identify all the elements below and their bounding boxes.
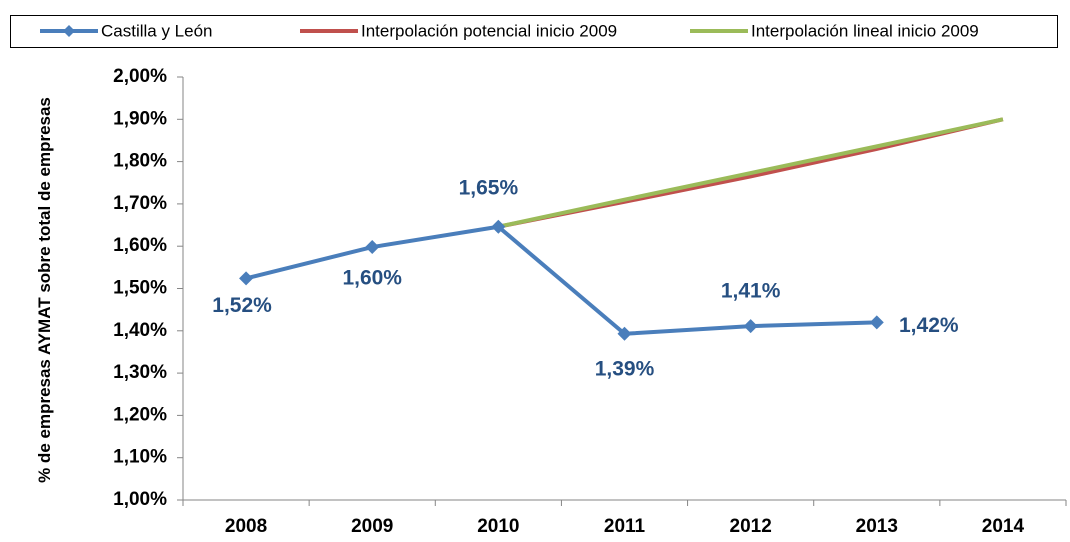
point-marker (239, 271, 254, 286)
point-marker (365, 240, 380, 255)
y-tick-label: 1,50% (113, 278, 167, 299)
y-tick-label: 1,10% (113, 447, 167, 468)
data-label: 1,42% (899, 314, 959, 337)
y-tick-label: 1,80% (113, 151, 167, 172)
y-tick-label: 1,40% (113, 320, 167, 341)
y-tick-label: 1,70% (113, 193, 167, 214)
data-label: 1,39% (595, 357, 655, 380)
x-tick-label: 2011 (604, 516, 646, 537)
data-label: 1,60% (342, 267, 402, 290)
data-label: 1,41% (721, 280, 781, 303)
y-axis-title: % de empresas AYMAT sobre total de empre… (35, 97, 54, 483)
x-tick-label: 2009 (351, 516, 393, 537)
x-tick-label: 2008 (225, 516, 267, 537)
series-line (497, 117, 1004, 229)
series-line (245, 224, 877, 336)
y-tick-label: 1,00% (113, 489, 167, 510)
x-tick-label: 2014 (982, 516, 1025, 537)
x-tick-label: 2010 (477, 516, 519, 537)
legend-label: Interpolación lineal inicio 2009 (751, 21, 979, 40)
y-tick-label: 1,90% (113, 108, 167, 129)
x-tick-label: 2012 (730, 516, 772, 537)
x-tick-label: 2013 (856, 516, 898, 537)
point-marker (491, 219, 506, 234)
legend-label: Castilla y León (101, 21, 213, 40)
point-marker (869, 315, 884, 330)
y-tick-label: 1,60% (113, 235, 167, 256)
legend-box (10, 15, 1058, 48)
y-tick-label: 2,00% (113, 66, 167, 87)
data-label: 1,65% (459, 176, 519, 199)
point-marker (617, 326, 632, 341)
y-tick-label: 1,30% (113, 362, 167, 383)
data-label: 1,52% (212, 294, 272, 317)
legend-label: Interpolación potencial inicio 2009 (361, 21, 617, 40)
legend-marker (63, 25, 75, 37)
y-tick-label: 1,20% (113, 404, 167, 425)
point-marker (743, 319, 758, 334)
